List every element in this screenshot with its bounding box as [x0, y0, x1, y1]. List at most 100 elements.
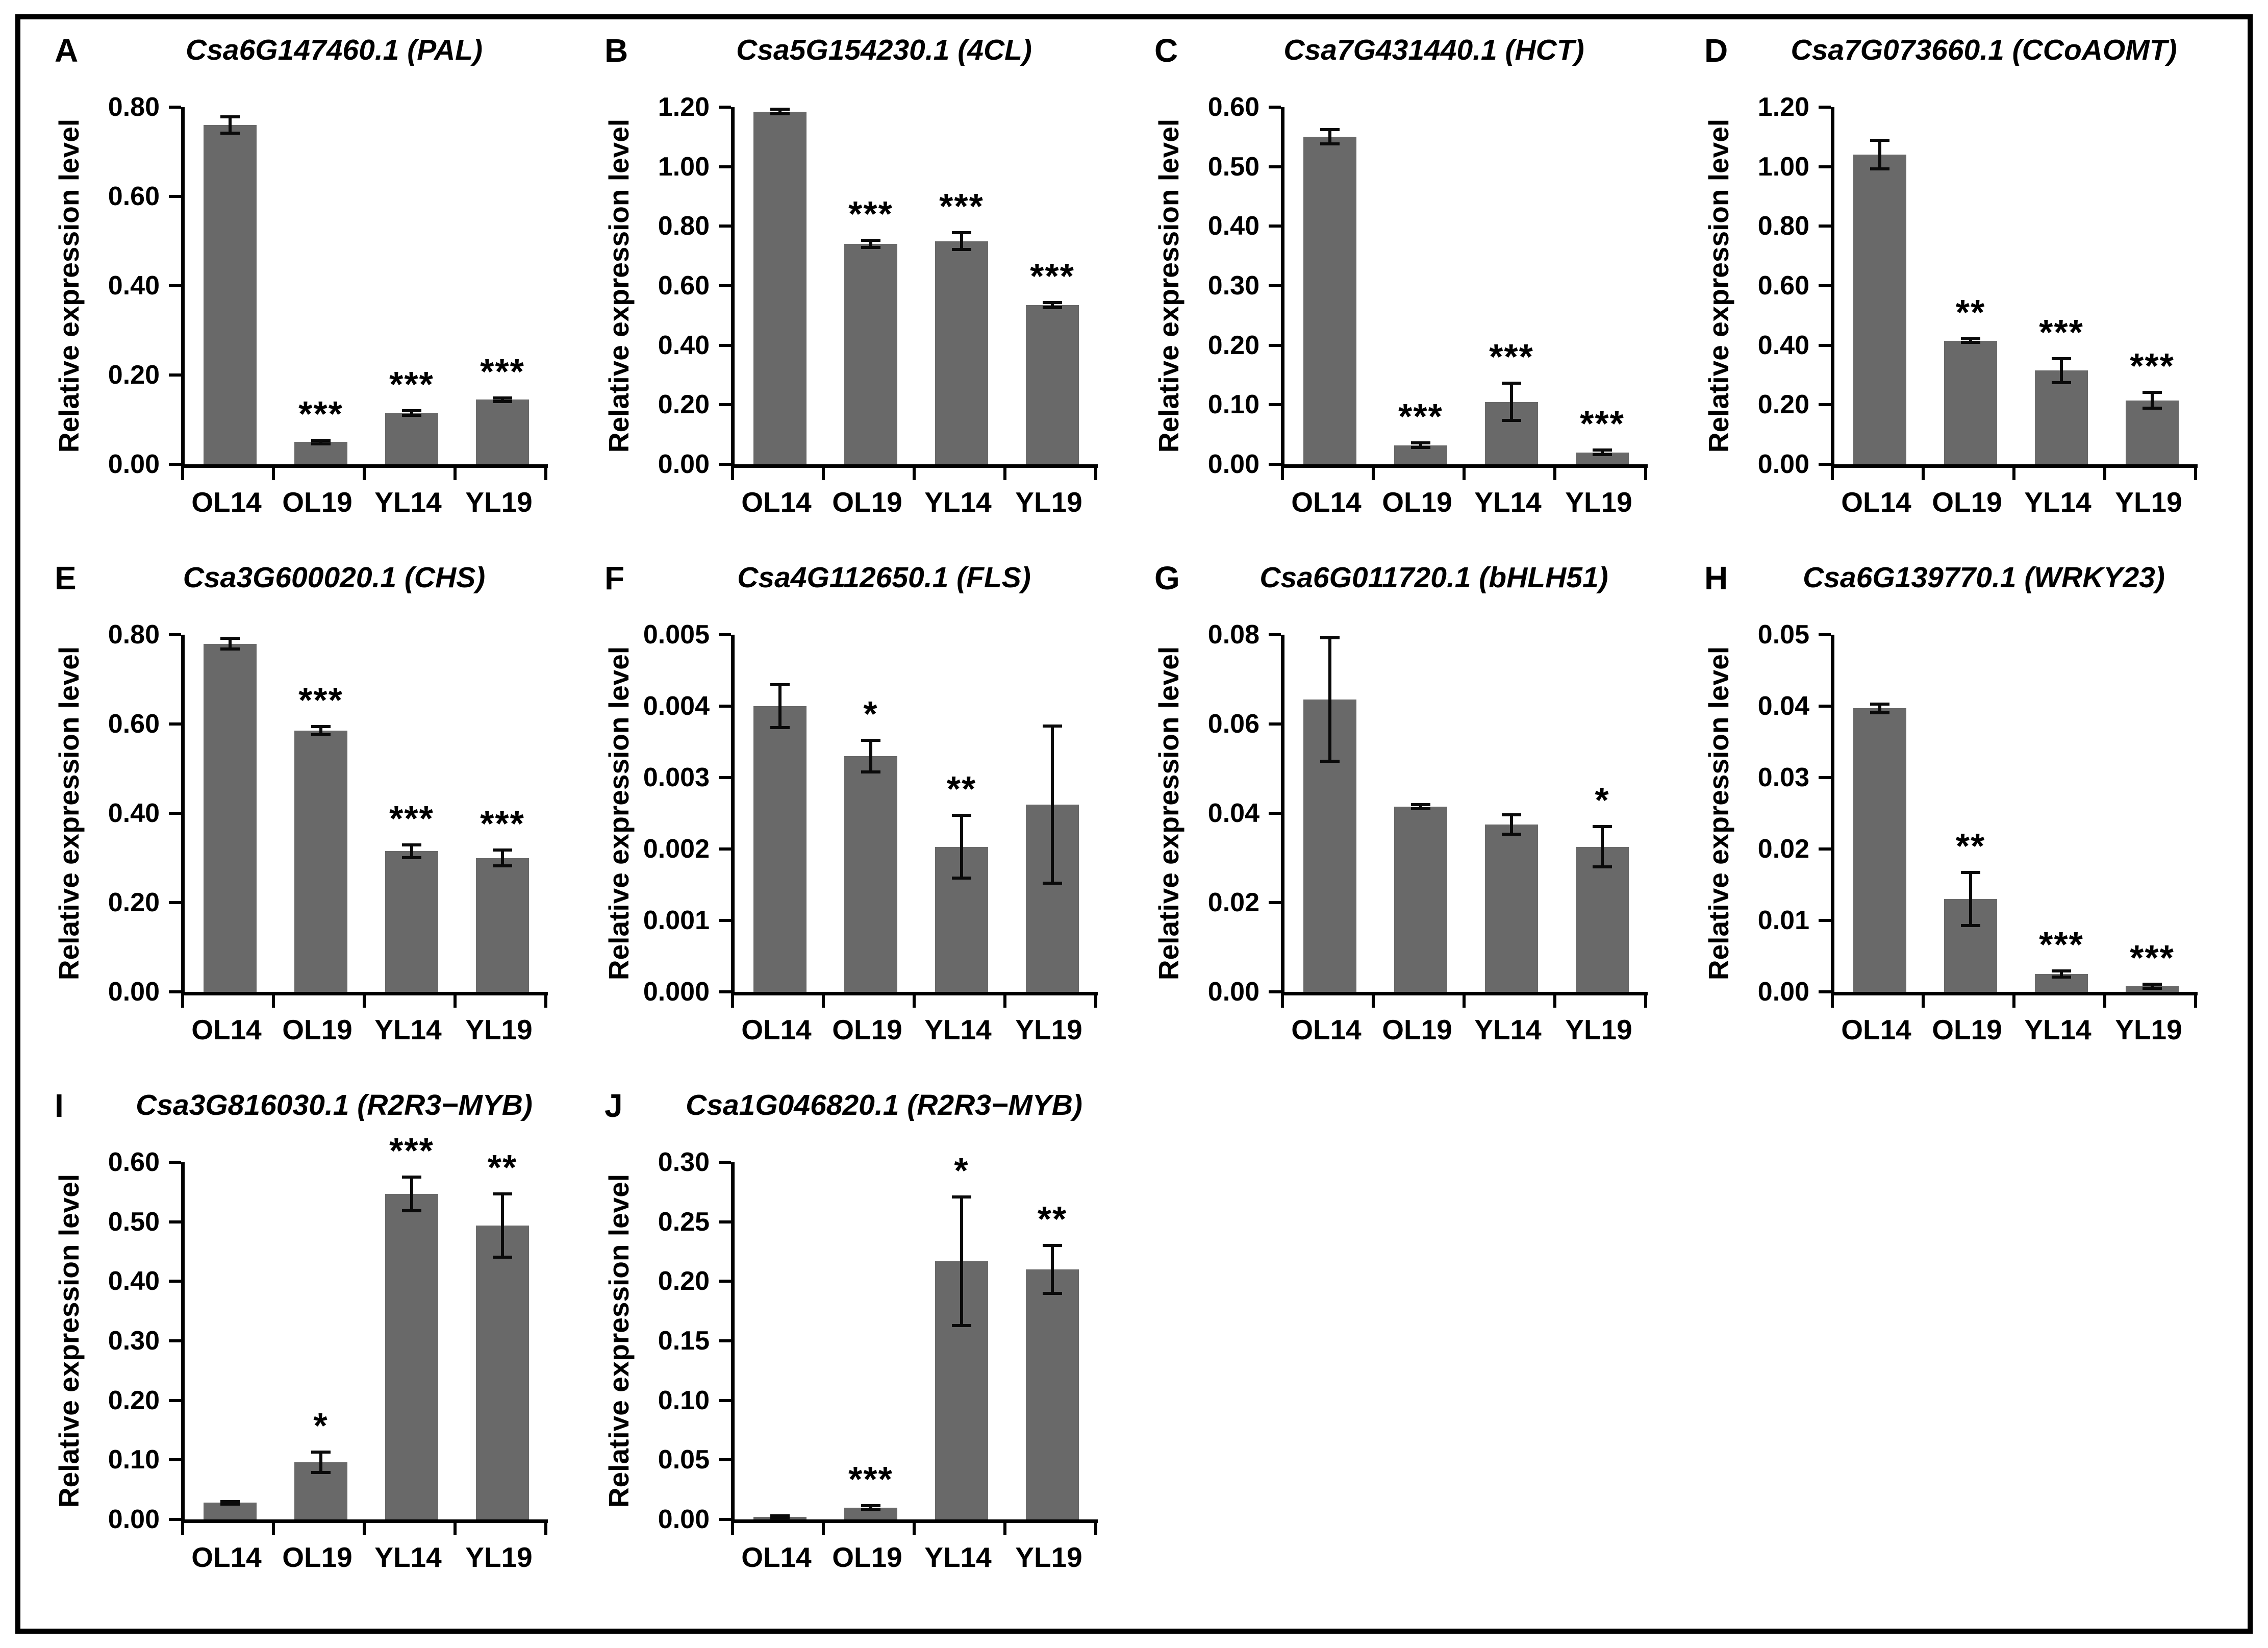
panel-title: Csa5G154230.1 (4CL) — [736, 34, 1032, 66]
error-bar-cap-bottom — [1043, 1291, 1062, 1295]
bar-YL14 — [2035, 370, 2088, 464]
x-tick-mark — [2194, 468, 2197, 480]
error-bar-cap-top — [1870, 139, 1889, 142]
x-category-label: OL14 — [741, 1541, 812, 1573]
bar-YL14 — [385, 1193, 438, 1519]
bar-OL19 — [294, 731, 347, 992]
error-bar — [960, 1196, 963, 1326]
y-tick-mark — [1269, 224, 1281, 228]
panel-title: Csa6G147460.1 (PAL) — [186, 34, 483, 66]
error-bar — [1051, 726, 1054, 884]
y-tick-mark — [719, 1161, 731, 1164]
bar-OL19 — [1944, 340, 1997, 464]
x-category-label: YL14 — [374, 486, 442, 518]
x-category-label: OL14 — [1841, 486, 1911, 518]
panel-A: A Csa6G147460.1 (PAL) Relative expression … — [28, 23, 578, 544]
panel-C: C Csa7G431440.1 (HCT) Relative expression … — [1128, 23, 1678, 544]
panel-title: Csa1G046820.1 (R2R3−MYB) — [686, 1089, 1082, 1121]
error-bar-cap-bottom — [493, 1255, 512, 1259]
y-tick-label: 0.80 — [1757, 211, 1809, 241]
x-category-label: OL19 — [1932, 1014, 2002, 1045]
x-category-label: YL14 — [2024, 1014, 2091, 1045]
y-tick-mark — [169, 1518, 181, 1521]
error-bar — [2060, 971, 2063, 977]
y-axis-line — [1831, 635, 1834, 995]
error-bar-cap-bottom — [1593, 865, 1612, 868]
panel-E: E Csa3G600020.1 (CHS) Relative expression … — [28, 551, 578, 1072]
y-tick-label: 0.20 — [658, 1266, 710, 1296]
y-tick-label: 0.005 — [643, 620, 710, 650]
x-category-label: OL14 — [1291, 486, 1362, 518]
y-tick-label: 0.00 — [108, 1505, 160, 1534]
x-tick-mark — [1831, 995, 1834, 1008]
x-tick-mark — [1094, 1523, 1097, 1535]
error-bar — [319, 1452, 322, 1472]
error-bar-cap-bottom — [1411, 446, 1430, 450]
error-bar — [410, 845, 413, 858]
x-category-label: OL19 — [1382, 486, 1452, 518]
y-tick-mark — [169, 1280, 181, 1283]
error-bar-cap-top — [402, 843, 421, 847]
y-tick-label: 0.20 — [1207, 330, 1259, 360]
x-category-label: YL19 — [1565, 1014, 1632, 1045]
x-tick-mark — [913, 468, 916, 480]
x-category-label: OL19 — [282, 1541, 352, 1573]
y-axis-line — [1281, 635, 1284, 995]
error-bar-cap-top — [2143, 982, 2162, 986]
y-tick-mark — [1819, 165, 1831, 168]
error-bar — [778, 685, 782, 728]
y-tick-label: 0.15 — [658, 1326, 710, 1356]
bar-OL14 — [1853, 708, 1906, 992]
x-tick-mark — [181, 468, 184, 480]
bar-YL14 — [935, 241, 988, 464]
x-tick-mark — [1003, 468, 1006, 480]
y-tick-label: 1.20 — [1757, 92, 1809, 122]
error-bar-cap-bottom — [1961, 923, 1980, 927]
x-category-label: OL19 — [832, 1014, 902, 1045]
y-tick-label: 0.30 — [658, 1147, 710, 1177]
bar-YL19 — [476, 858, 529, 992]
error-bar-cap-bottom — [2052, 975, 2071, 979]
error-bar-cap-top — [1870, 702, 1889, 706]
x-tick-mark — [1281, 468, 1284, 480]
error-bar-cap-top — [861, 1504, 880, 1508]
y-tick-label: 0.40 — [108, 798, 160, 828]
x-axis-line — [1281, 992, 1648, 995]
error-bar-cap-bottom — [220, 647, 240, 651]
x-tick-mark — [272, 1523, 275, 1535]
y-tick-label: 0.01 — [1757, 906, 1809, 935]
x-tick-mark — [1094, 995, 1097, 1008]
x-axis-line — [731, 1519, 1098, 1523]
error-bar-cap-bottom — [861, 246, 880, 249]
error-bar-cap-top — [1320, 128, 1340, 132]
error-bar-cap-bottom — [1043, 306, 1062, 309]
x-category-label: OL19 — [832, 1541, 902, 1573]
error-bar-cap-top — [493, 1192, 512, 1195]
y-tick-label: 0.20 — [1757, 390, 1809, 420]
x-tick-mark — [272, 468, 275, 480]
y-tick-label: 0.003 — [643, 763, 710, 792]
panel-letter: J — [604, 1087, 623, 1124]
error-bar-cap-top — [1043, 1244, 1062, 1247]
error-bar-cap-top — [493, 396, 512, 399]
error-bar — [1969, 339, 1972, 343]
error-bar-cap-top — [2143, 391, 2162, 394]
x-tick-mark — [363, 468, 366, 480]
y-tick-label: 0.02 — [1207, 888, 1259, 917]
y-tick-mark — [169, 722, 181, 726]
significance-label: *** — [1030, 256, 1075, 296]
error-bar-cap-bottom — [2143, 406, 2162, 410]
y-tick-label: 0.40 — [108, 1266, 160, 1296]
y-tick-mark — [1269, 165, 1281, 168]
x-tick-mark — [1463, 995, 1466, 1008]
error-bar-cap-bottom — [952, 1324, 971, 1327]
error-bar-cap-bottom — [493, 399, 512, 403]
y-tick-label: 0.05 — [1757, 620, 1809, 650]
error-bar — [319, 727, 322, 735]
bar-YL19 — [1576, 846, 1629, 992]
bar-OL14 — [753, 111, 807, 464]
y-tick-label: 0.40 — [658, 330, 710, 360]
x-tick-mark — [731, 468, 734, 480]
significance-label: * — [1595, 780, 1610, 820]
bar-YL19 — [2126, 400, 2179, 464]
